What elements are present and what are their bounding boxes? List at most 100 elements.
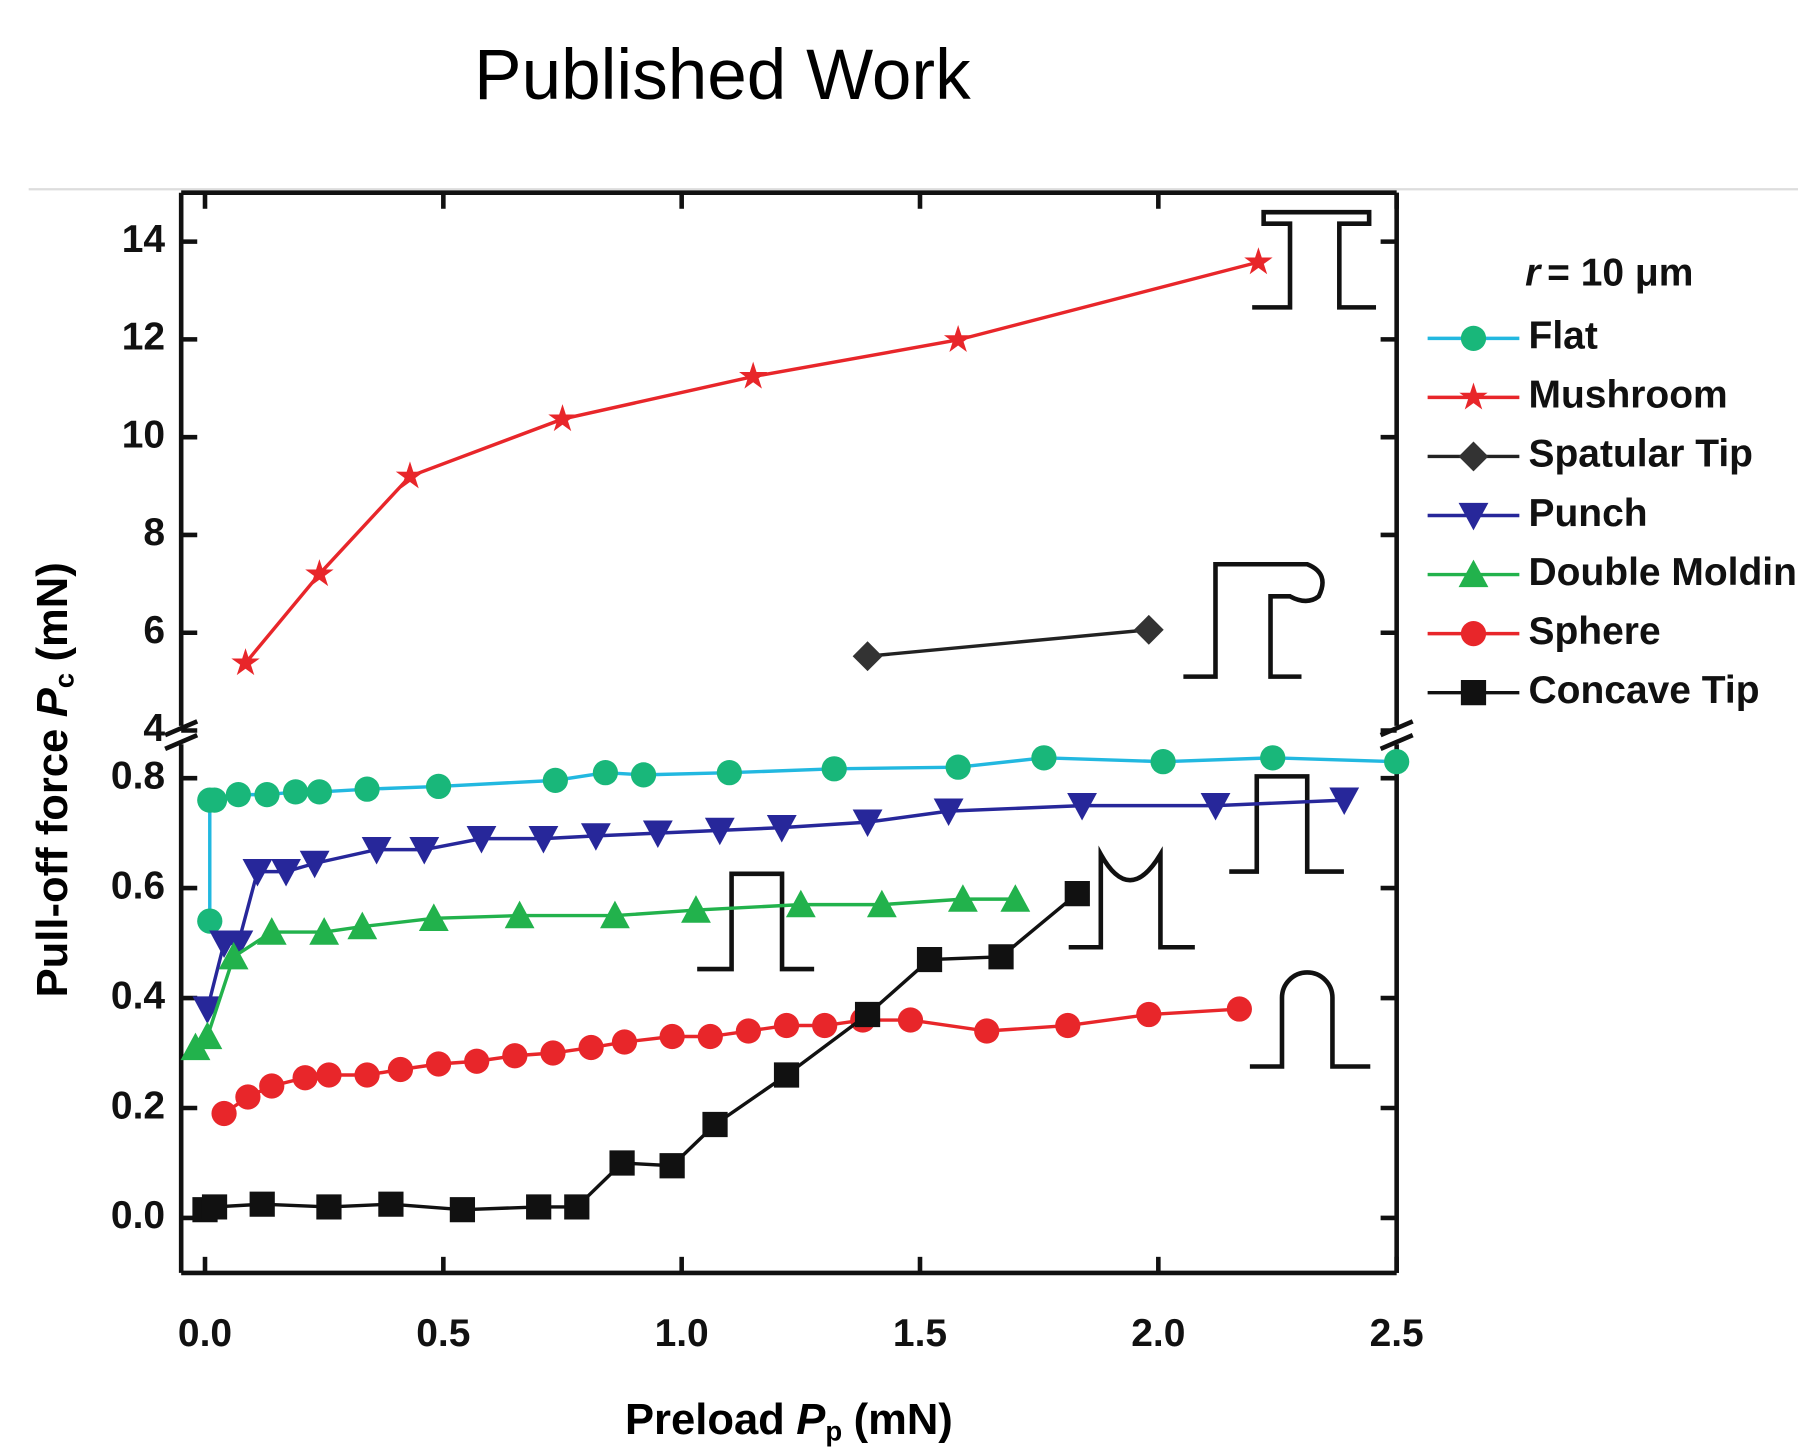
data-point <box>592 760 619 786</box>
icon-double-molding <box>697 871 815 972</box>
data-point <box>418 903 449 931</box>
data-point <box>548 404 577 432</box>
data-point <box>1000 884 1031 912</box>
axis-break <box>164 732 199 751</box>
slide-title: Published Work <box>474 36 971 115</box>
data-point <box>812 1012 838 1039</box>
data-point <box>316 1062 342 1088</box>
data-point <box>211 1100 237 1127</box>
data-point <box>1133 614 1164 645</box>
data-point <box>225 782 251 808</box>
legend-label: Sphere <box>1529 610 1661 653</box>
data-point <box>854 1001 881 1028</box>
legend-marker <box>1458 502 1489 531</box>
legend-label: Flat <box>1529 315 1598 358</box>
data-point <box>201 1194 228 1220</box>
data-point <box>526 1194 552 1220</box>
data-point <box>716 760 742 786</box>
data-point <box>1136 1001 1162 1028</box>
data-point <box>306 779 333 805</box>
legend-marker <box>1460 680 1487 706</box>
data-point <box>466 826 497 854</box>
data-point <box>773 1012 800 1039</box>
y-tick-label: 0.6 <box>111 864 165 907</box>
data-point <box>611 1029 638 1055</box>
data-point <box>218 941 249 970</box>
data-point <box>1064 880 1090 907</box>
legend-marker <box>1460 325 1487 351</box>
data-point <box>564 1194 590 1220</box>
data-point <box>630 762 657 788</box>
x-axis-label-sub: p <box>825 1416 842 1447</box>
data-point <box>866 889 897 918</box>
data-point <box>1329 787 1360 816</box>
data-point <box>540 1040 566 1066</box>
data-point <box>502 1043 528 1069</box>
data-point <box>192 996 223 1024</box>
data-point <box>916 946 943 973</box>
data-point <box>254 782 280 808</box>
data-point <box>943 324 973 352</box>
data-point <box>354 776 380 802</box>
data-point <box>1031 745 1057 771</box>
data-point <box>305 559 334 587</box>
y-axis-label-text: Pull-off force <box>29 729 77 998</box>
data-point <box>235 1084 261 1110</box>
y-tick-label: 8 <box>143 511 165 554</box>
data-point <box>659 1153 685 1179</box>
y-tick-label: 0.0 <box>111 1194 165 1237</box>
data-point <box>897 1007 924 1033</box>
legend-title-text: = 10 μm <box>1547 252 1693 295</box>
data-point <box>425 773 452 800</box>
data-point <box>988 944 1014 970</box>
data-point <box>223 930 254 958</box>
data-point <box>425 1051 452 1077</box>
data-point <box>702 1111 728 1138</box>
data-point <box>933 798 964 827</box>
data-point <box>578 1034 604 1061</box>
legend-title-symbol: r <box>1525 252 1542 295</box>
y-tick-label: 0.2 <box>111 1084 165 1127</box>
data-point <box>1384 749 1410 775</box>
icon-mushroom <box>1252 209 1377 310</box>
data-point <box>387 1056 414 1083</box>
x-axis-label: Preload Pp (mN) <box>625 1395 953 1446</box>
x-axis-label-symbol: P <box>796 1395 826 1443</box>
data-point <box>580 823 611 851</box>
data-point <box>738 361 768 389</box>
series-line <box>194 897 1016 1049</box>
data-point <box>681 895 711 923</box>
data-point <box>464 1048 490 1074</box>
data-point <box>600 900 630 929</box>
y-tick-label: 14 <box>122 218 166 261</box>
x-axis-label-unit: (mN) <box>854 1395 953 1443</box>
data-point <box>271 859 301 887</box>
data-point <box>1150 749 1176 775</box>
legend-marker <box>1459 382 1488 410</box>
legend-label: Double Molding <box>1529 551 1798 594</box>
legend-label: Mushroom <box>1529 374 1728 417</box>
data-point <box>947 884 978 912</box>
data-point <box>974 1018 1000 1044</box>
data-point <box>704 817 735 846</box>
data-point <box>197 908 223 934</box>
icon-punch <box>1229 774 1344 874</box>
data-point <box>299 850 330 879</box>
y-axis-label: Pull-off force Pc (mN) <box>29 562 80 997</box>
x-tick-label: 2.0 <box>1131 1312 1185 1355</box>
data-point <box>1244 247 1273 275</box>
data-point <box>201 787 228 813</box>
y-tick-label: 4 <box>143 707 165 750</box>
x-tick-label: 0.0 <box>178 1312 232 1355</box>
legend-label: Concave Tip <box>1529 669 1760 712</box>
icon-sphere <box>1249 970 1371 1069</box>
y-axis-label-sub: c <box>49 673 80 688</box>
data-point <box>259 1073 285 1099</box>
series-line <box>867 628 1149 658</box>
data-point <box>395 461 425 489</box>
data-point <box>697 1023 723 1050</box>
data-point <box>821 756 847 782</box>
data-point <box>309 917 340 945</box>
x-axis-label-text: Preload <box>625 1395 785 1443</box>
x-tick-label: 0.5 <box>416 1312 470 1355</box>
